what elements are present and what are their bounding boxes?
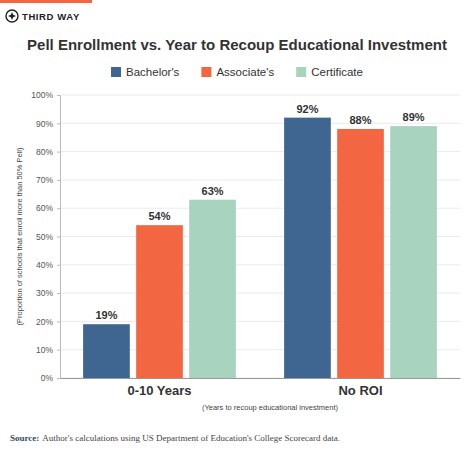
y-tick-label: 30% xyxy=(36,288,53,298)
title: Pell Enrollment vs. Year to Recoup Educa… xyxy=(27,36,447,53)
y-tick-mark xyxy=(57,293,60,294)
y-tick-label: 80% xyxy=(36,147,53,157)
y-tick-mark xyxy=(57,378,60,379)
bar xyxy=(390,126,437,378)
y-tick-mark xyxy=(57,152,60,153)
grid xyxy=(60,95,460,378)
y-tick: 10% xyxy=(36,345,60,355)
bar xyxy=(189,200,236,378)
y-tick: 70% xyxy=(36,175,60,185)
x-axis-line xyxy=(61,378,461,379)
legend-item: Associate's xyxy=(201,66,274,78)
y-tick-label: 40% xyxy=(36,260,53,270)
logo-icon-mark xyxy=(8,12,16,20)
legend-label: Certificate xyxy=(311,66,363,78)
grid-line xyxy=(60,123,460,124)
source-label: Source: xyxy=(10,433,39,443)
y-axis-title: (Proportion of schools that enroll more … xyxy=(15,147,24,326)
legend-swatch xyxy=(111,67,121,77)
source-text: Author's calculations using US Departmen… xyxy=(42,433,340,443)
y-axis: 0% 10% 20% 30% 40% 50% 60% 70% 80% 90% 100% xyxy=(31,90,60,383)
y-tick-mark xyxy=(57,321,60,322)
data-label: 19% xyxy=(95,309,117,321)
y-tick-mark xyxy=(57,123,60,124)
bar xyxy=(136,225,183,378)
y-axis-line xyxy=(57,96,61,379)
y-tick: 20% xyxy=(36,317,60,327)
y-tick-mark xyxy=(57,237,60,238)
data-label: 89% xyxy=(403,111,425,123)
data-label: 88% xyxy=(349,114,371,126)
y-tick-label: 70% xyxy=(36,175,53,185)
data-labels: 19% 92% 54% 88% 63% 89% xyxy=(95,103,424,322)
x-tick-label: No ROI xyxy=(338,383,382,398)
bars xyxy=(83,118,437,378)
bar xyxy=(284,118,331,378)
legend-swatch xyxy=(296,67,306,77)
data-label: 92% xyxy=(296,103,318,115)
y-tick: 30% xyxy=(36,288,60,298)
y-tick-label: 50% xyxy=(36,232,53,242)
y-tick: 80% xyxy=(36,147,60,157)
legend-label: Associate's xyxy=(216,66,274,78)
y-tick: 0% xyxy=(41,373,60,383)
y-tick: 50% xyxy=(36,232,60,242)
x-tick-label: 0-10 Years xyxy=(127,383,191,398)
legend-item: Bachelor's xyxy=(111,66,180,78)
y-tick-label: 60% xyxy=(36,203,53,213)
y-tick-label: 10% xyxy=(36,345,53,355)
source: Source:Author's calculations using US De… xyxy=(10,433,340,443)
legend: Bachelor's Associate's Certificate xyxy=(111,66,363,78)
brand: THIRD WAY xyxy=(22,11,80,22)
bar xyxy=(337,129,384,378)
y-tick: 40% xyxy=(36,260,60,270)
bar xyxy=(83,324,130,378)
y-tick-mark xyxy=(57,208,60,209)
y-tick-label: 90% xyxy=(36,119,53,129)
y-tick-mark xyxy=(57,95,60,96)
y-tick-label: 0% xyxy=(41,373,54,383)
logo-icon xyxy=(6,10,18,22)
brand-bar xyxy=(0,0,92,3)
x-axis: 0-10 Years No ROI xyxy=(61,378,461,398)
legend-label: Bachelor's xyxy=(126,66,180,78)
y-tick: 60% xyxy=(36,203,60,213)
x-tick: No ROI xyxy=(338,378,382,398)
y-tick: 100% xyxy=(31,90,60,100)
logo xyxy=(6,10,18,22)
y-tick-mark xyxy=(57,350,60,351)
y-tick-label: 100% xyxy=(31,90,53,100)
chart: THIRD WAY Pell Enrollment vs. Year to Rec… xyxy=(0,0,474,452)
data-label: 63% xyxy=(202,185,224,197)
y-tick-mark xyxy=(57,265,60,266)
y-tick-label: 20% xyxy=(36,317,53,327)
data-label: 54% xyxy=(148,210,170,222)
grid-line xyxy=(60,95,460,96)
legend-swatch xyxy=(201,67,211,77)
x-tick: 0-10 Years xyxy=(127,378,191,398)
x-axis-title: (Years to recoup educational investment) xyxy=(202,403,339,412)
y-tick-mark xyxy=(57,180,60,181)
legend-item: Certificate xyxy=(296,66,363,78)
y-tick: 90% xyxy=(36,119,60,129)
